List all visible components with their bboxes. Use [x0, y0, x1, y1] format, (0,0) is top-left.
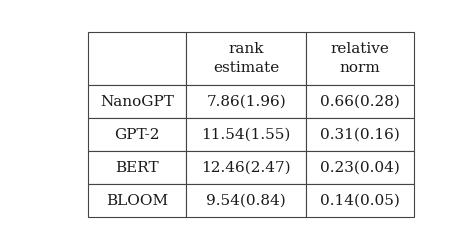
Text: rank
estimate: rank estimate [213, 43, 280, 75]
Bar [306, 85, 414, 118]
Text: BERT: BERT [115, 161, 159, 174]
Text: 9.54(0.84): 9.54(0.84) [207, 194, 286, 208]
Bar [186, 184, 306, 217]
Bar [186, 151, 306, 184]
Text: 0.31(0.16): 0.31(0.16) [320, 127, 400, 141]
Bar [88, 118, 186, 151]
Text: NanoGPT: NanoGPT [100, 94, 174, 108]
Bar [306, 118, 414, 151]
Text: 7.86(1.96): 7.86(1.96) [207, 94, 286, 108]
Bar [88, 184, 186, 217]
Bar [186, 118, 306, 151]
Text: 0.14(0.05): 0.14(0.05) [320, 194, 400, 208]
Text: relative
norm: relative norm [331, 43, 389, 75]
Bar [88, 151, 186, 184]
Text: GPT-2: GPT-2 [114, 127, 160, 141]
Bar [306, 151, 414, 184]
Bar [306, 184, 414, 217]
Text: 0.23(0.04): 0.23(0.04) [320, 161, 400, 174]
Text: 12.46(2.47): 12.46(2.47) [201, 161, 291, 174]
Text: 0.66(0.28): 0.66(0.28) [320, 94, 400, 108]
Text: 11.54(1.55): 11.54(1.55) [201, 127, 291, 141]
Bar [186, 32, 306, 85]
Bar [88, 32, 186, 85]
Bar [306, 32, 414, 85]
Bar [186, 85, 306, 118]
Bar [88, 85, 186, 118]
Text: BLOOM: BLOOM [106, 194, 168, 208]
